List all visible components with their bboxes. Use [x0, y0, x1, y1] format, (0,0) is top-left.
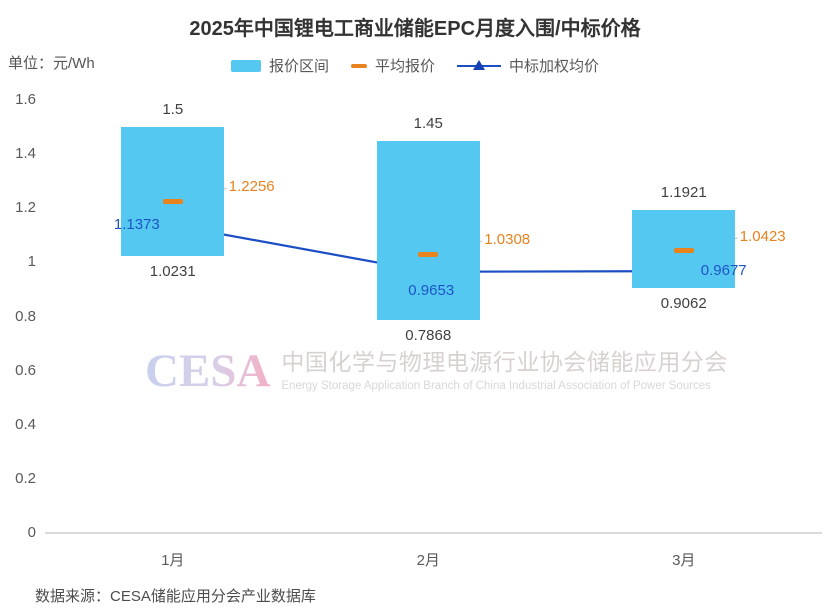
- avg-dash-icon: [350, 63, 367, 68]
- legend-item-win: 中标加权均价: [457, 55, 599, 76]
- low-label-2月: 0.7868: [405, 327, 452, 345]
- legend-win-label: 中标加权均价: [509, 58, 600, 75]
- x-axis-line: [45, 532, 822, 534]
- y-axis-tick-0: 0: [27, 524, 36, 541]
- avg-label-2月: 1.0308: [484, 231, 531, 249]
- win-label-3月: 0.9677: [700, 262, 747, 280]
- y-axis-tick-0.8: 0.8: [15, 307, 36, 325]
- legend-item-range: 报价区间: [230, 55, 329, 76]
- legend-avg-label: 平均报价: [374, 58, 435, 75]
- avg-label-1月: 1.2256: [228, 178, 275, 196]
- low-label-3月: 0.9062: [660, 294, 707, 312]
- win-label-1月: 1.1373: [113, 216, 160, 234]
- legend: 报价区间 平均报价 中标加权均价: [0, 55, 830, 76]
- range-bar-1月: [121, 127, 225, 257]
- x-axis-label-1月: 1月: [161, 552, 185, 569]
- y-axis-tick-0.4: 0.4: [15, 415, 36, 433]
- avg-label-3月: 1.0423: [739, 227, 786, 245]
- avg-marker-3月: [673, 248, 694, 254]
- legend-range-label: 报价区间: [268, 58, 329, 75]
- y-axis-tick-1.4: 1.4: [15, 145, 36, 163]
- y-axis-tick-1.6: 1.6: [15, 91, 36, 108]
- low-label-1月: 1.0231: [149, 263, 196, 281]
- high-label-3月: 1.1921: [660, 184, 707, 202]
- high-label-2月: 1.45: [413, 114, 443, 132]
- x-axis-label-2月: 2月: [416, 552, 440, 569]
- range-swatch-icon: [230, 59, 261, 72]
- avg-marker-2月: [418, 251, 439, 257]
- y-axis-tick-0.2: 0.2: [15, 469, 36, 487]
- chart-title: 2025年中国锂电工商业储能EPC月度入围/中标价格: [189, 18, 641, 40]
- legend-item-avg: 平均报价: [350, 55, 435, 76]
- unit-label: 单位：元/Wh: [8, 55, 95, 72]
- x-axis-label-3月: 3月: [672, 552, 696, 569]
- y-axis-tick-0.6: 0.6: [15, 361, 36, 379]
- win-line-triangle-icon: [457, 59, 501, 72]
- data-source-note: 数据来源：CESA储能应用分会产业数据库: [35, 588, 316, 605]
- avg-marker-1月: [162, 198, 183, 204]
- high-label-1月: 1.5: [162, 101, 184, 119]
- y-axis-tick-1: 1: [27, 253, 36, 271]
- y-axis-tick-1.2: 1.2: [15, 199, 36, 217]
- win-label-2月: 0.9653: [408, 281, 455, 299]
- range-bar-2月: [376, 140, 480, 321]
